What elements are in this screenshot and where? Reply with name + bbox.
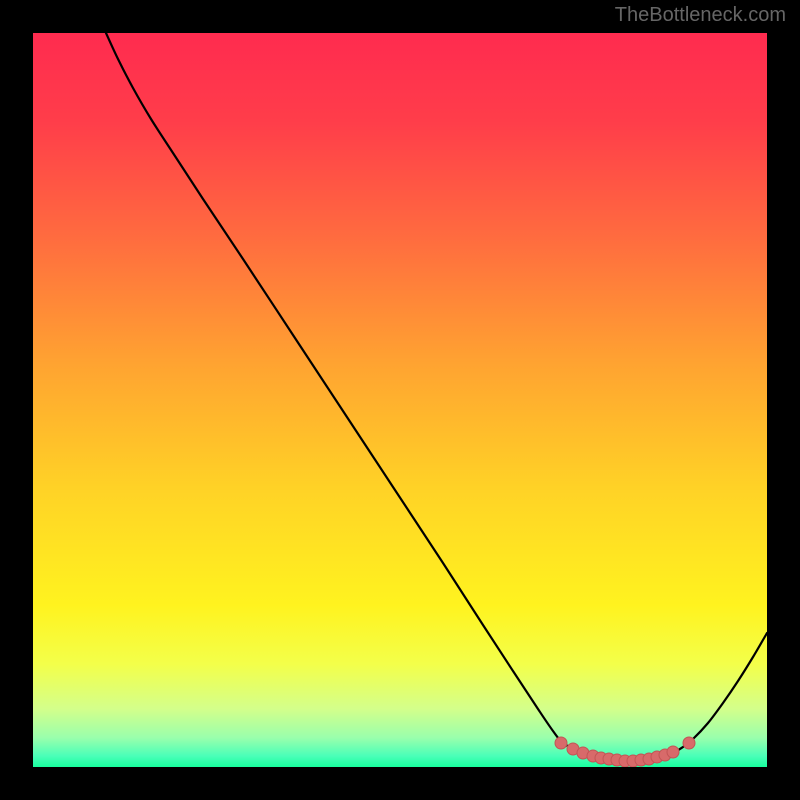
trough-marker: [683, 737, 695, 749]
trough-markers: [555, 737, 695, 767]
watermark-text: TheBottleneck.com: [615, 4, 786, 27]
chart-plot-area: [33, 33, 767, 767]
trough-marker: [555, 737, 567, 749]
trough-marker: [667, 746, 679, 758]
bottleneck-curve: [106, 33, 767, 762]
chart-curve-layer: [33, 33, 767, 767]
